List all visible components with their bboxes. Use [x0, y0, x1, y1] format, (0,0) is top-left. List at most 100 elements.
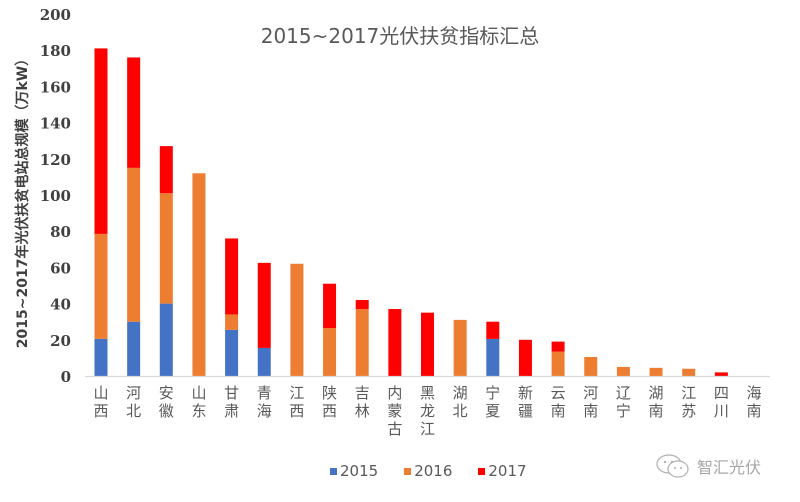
bar-segment-2016 [616, 366, 630, 376]
bar-segment-2016 [323, 328, 337, 376]
watermark: 智汇光伏 [655, 452, 761, 480]
y-tick-label: 80 [50, 223, 71, 241]
bar-segment-2015 [225, 329, 239, 376]
bar-segment-2017 [355, 299, 369, 310]
legend-label: 2015 [340, 462, 379, 480]
legend-swatch [478, 467, 486, 475]
x-tick-label: 黑 [420, 384, 435, 402]
x-tick-label: 山 [93, 384, 108, 402]
bar-segment-2016 [127, 167, 141, 322]
x-tick-label: 北 [453, 402, 468, 420]
bar-segment-2016 [159, 193, 173, 304]
x-tick-label: 江 [681, 384, 696, 402]
x-tick-label: 西 [289, 402, 304, 420]
bar-segment-2017 [257, 262, 271, 348]
y-tick-label: 40 [50, 296, 71, 314]
x-tick-label: 南 [649, 402, 664, 420]
x-tick-label: 东 [191, 402, 206, 420]
bar-segment-2015 [486, 338, 500, 376]
bar-segment-2015 [127, 321, 141, 376]
x-tick-label: 夏 [485, 402, 500, 420]
x-tick-label: 河 [583, 384, 598, 402]
x-tick-label: 甘 [224, 384, 239, 402]
y-tick-label: 140 [40, 115, 71, 133]
x-tick-label: 南 [583, 402, 598, 420]
legend-swatch [330, 467, 337, 475]
y-tick-label: 0 [61, 368, 71, 386]
x-tick-label: 新 [518, 384, 533, 402]
chart-title: 2015~2017光伏扶贫指标汇总 [260, 24, 540, 48]
y-tick-label: 100 [40, 187, 71, 205]
bar-segment-2016 [682, 368, 696, 376]
x-tick-label: 湖 [649, 384, 664, 402]
x-tick-label: 海 [746, 384, 761, 402]
legend-label: 2017 [488, 462, 527, 480]
x-tick-label: 龙 [420, 402, 435, 420]
x-tick-label: 辽 [616, 384, 631, 402]
y-tick-label: 200 [40, 6, 71, 24]
bar-segment-2015 [257, 347, 271, 376]
bar-segment-2017 [159, 146, 173, 194]
bar-segment-2016 [355, 309, 369, 376]
x-tick-label: 海 [257, 402, 272, 420]
y-tick-label: 20 [50, 332, 71, 350]
x-tick-label: 青 [257, 384, 272, 402]
x-tick-label: 江 [420, 420, 435, 438]
bar-segment-2017 [127, 57, 141, 168]
x-tick-label: 江 [289, 384, 304, 402]
bar-segment-2017 [225, 238, 239, 315]
x-tick-label: 徽 [159, 402, 174, 420]
bar-segment-2016 [225, 314, 239, 330]
bar-segment-2017 [551, 341, 565, 352]
legend-item: 2015 [330, 462, 378, 480]
bar-segment-2015 [159, 303, 173, 376]
bar-segment-2017 [518, 339, 532, 376]
bar-segment-2016 [453, 319, 467, 376]
x-tick-label: 内 [387, 384, 402, 402]
x-tick-label: 宁 [485, 384, 500, 402]
x-tick-label: 云 [551, 384, 566, 402]
x-tick-label: 陕 [322, 384, 337, 402]
x-tick-label: 西 [322, 402, 337, 420]
x-tick-label: 南 [551, 402, 566, 420]
bar-segment-2016 [551, 351, 565, 376]
bar-segment-2016 [192, 173, 206, 376]
bar-segment-2017 [421, 312, 434, 376]
bar-segment-2016 [94, 233, 108, 339]
x-tick-label: 安 [159, 384, 174, 402]
legend-item: 2017 [478, 462, 527, 480]
bar-segment-2017 [486, 321, 500, 339]
bar-segment-2017 [323, 283, 337, 329]
bar-segment-2016 [584, 356, 598, 376]
bar-segment-2017 [714, 372, 728, 376]
x-tick-label: 北 [126, 402, 141, 420]
legend-swatch [404, 467, 412, 475]
bar-segment-2017 [388, 309, 402, 376]
bar-segment-2015 [94, 338, 108, 376]
legend-label: 2016 [414, 462, 453, 480]
y-tick-label: 180 [40, 42, 71, 60]
x-tick-label: 吉 [355, 384, 370, 402]
x-tick-label: 西 [93, 402, 108, 420]
watermark-text: 智汇光伏 [697, 458, 762, 477]
legend: 2015 2016 2017 [330, 462, 527, 480]
x-tick-label: 南 [746, 402, 761, 420]
legend-item: 2016 [404, 462, 452, 480]
x-tick-label: 肃 [224, 402, 239, 420]
y-tick-label: 60 [50, 259, 71, 277]
bar-segment-2017 [94, 48, 108, 234]
x-tick-label: 古 [387, 420, 402, 438]
y-tick-label: 160 [40, 78, 71, 96]
bar-segment-2016 [649, 367, 663, 376]
x-tick-label: 山 [191, 384, 206, 402]
y-tick-label: 120 [40, 151, 71, 169]
wechat-icon [656, 454, 689, 478]
x-tick-label: 宁 [616, 402, 631, 420]
x-tick-label: 疆 [518, 402, 533, 420]
x-tick-label: 蒙 [387, 402, 402, 420]
x-tick-label: 林 [355, 402, 370, 420]
x-tick-label: 四 [714, 384, 729, 402]
x-tick-label: 川 [714, 402, 729, 420]
x-tick-label: 河 [126, 384, 141, 402]
